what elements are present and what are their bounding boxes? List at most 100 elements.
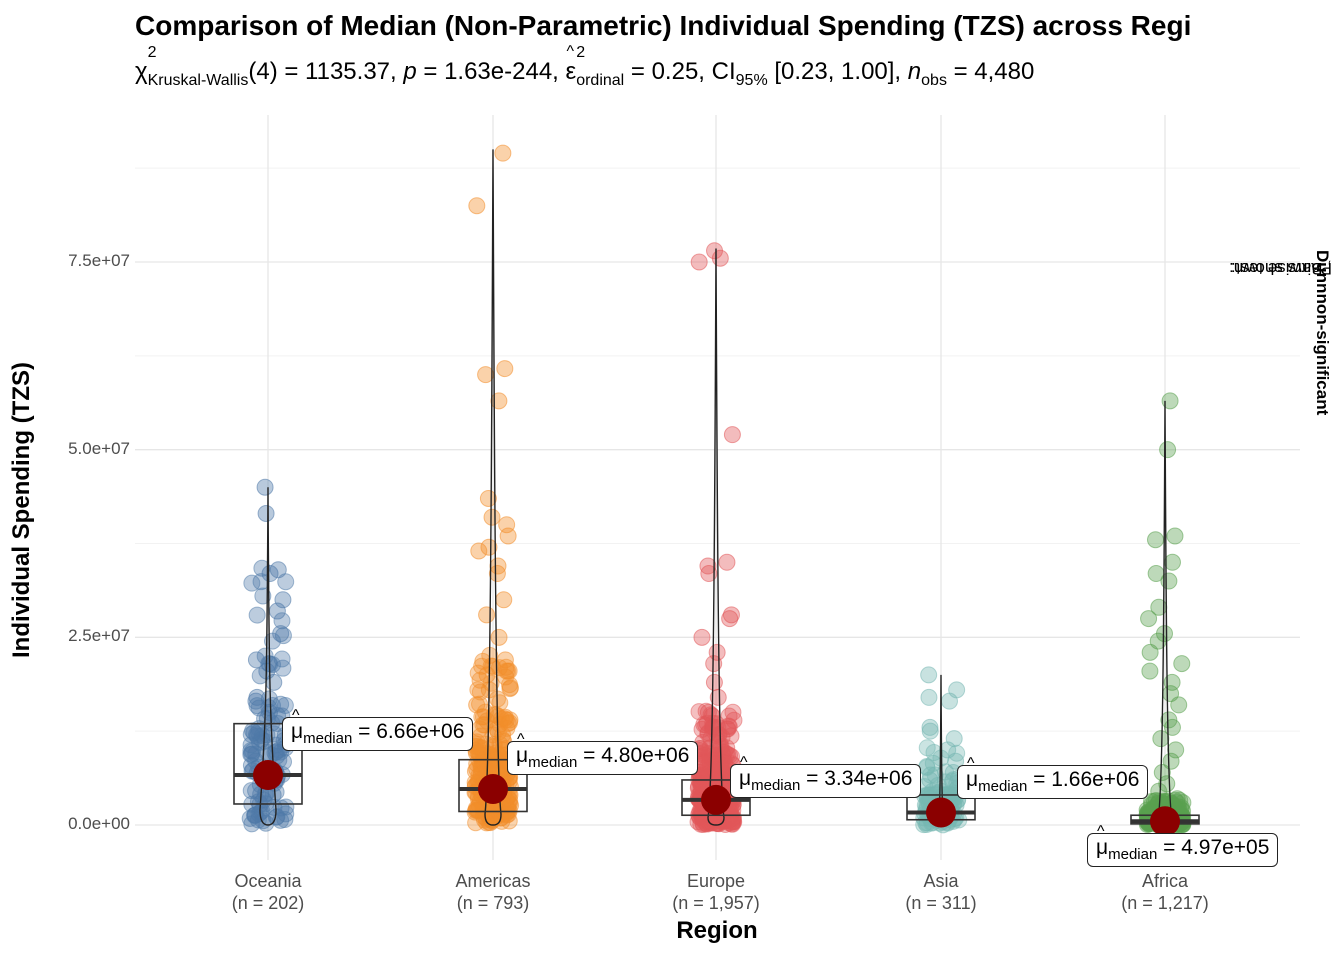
data-point bbox=[256, 478, 274, 496]
data-point bbox=[261, 703, 279, 721]
n-sub: obs bbox=[921, 72, 947, 89]
data-point bbox=[268, 808, 286, 826]
data-point bbox=[274, 591, 292, 609]
caption-mid: , Bars shown: bbox=[1229, 259, 1332, 278]
data-point bbox=[497, 658, 515, 676]
data-point bbox=[693, 628, 711, 646]
y-axis-label: Individual Spending (TZS) bbox=[8, 362, 48, 658]
violin-oceania bbox=[259, 487, 277, 826]
data-point bbox=[243, 574, 261, 592]
data-point bbox=[1162, 752, 1180, 770]
data-point bbox=[490, 392, 508, 410]
data-point bbox=[268, 602, 286, 620]
data-point bbox=[921, 722, 939, 740]
epsilon-symbol: ε ^ bbox=[565, 43, 577, 85]
x-tick-count: (n = 202) bbox=[231, 893, 305, 913]
data-point bbox=[697, 716, 715, 734]
data-point bbox=[1159, 441, 1177, 459]
data-point bbox=[921, 718, 939, 736]
violin-europe bbox=[707, 248, 725, 826]
data-point bbox=[483, 508, 501, 526]
x-tick-label: Africa (n = 1,217) bbox=[1085, 870, 1245, 914]
data-point bbox=[940, 692, 958, 710]
median-sub: median bbox=[978, 777, 1028, 795]
caption-bars: non-significant bbox=[1313, 293, 1332, 416]
chi-symbol: χ bbox=[135, 58, 148, 85]
median-sub: median bbox=[303, 730, 353, 747]
data-point bbox=[1146, 531, 1164, 549]
data-point bbox=[257, 504, 275, 522]
median-label: μmedian = 4.97e+05 bbox=[1087, 823, 1279, 868]
median-sub: median bbox=[528, 753, 578, 771]
median-sub: median bbox=[1108, 846, 1158, 864]
x-tick-label: Europe (n = 1,957) bbox=[636, 870, 796, 914]
data-point bbox=[484, 726, 502, 744]
data-point bbox=[253, 559, 271, 577]
ci-sub: 95% bbox=[735, 72, 768, 89]
data-point bbox=[921, 771, 939, 789]
data-point bbox=[1161, 392, 1179, 410]
median-label: μmedian = 4.80e+06 bbox=[507, 731, 699, 775]
mu-hat-symbol: μ bbox=[291, 707, 303, 744]
mu-hat-symbol: μ bbox=[1096, 823, 1108, 860]
x-tick-category: Asia bbox=[923, 871, 959, 891]
x-tick-label: Americas (n = 793) bbox=[413, 870, 573, 914]
data-point bbox=[470, 542, 488, 560]
median-marker bbox=[253, 760, 283, 791]
data-point bbox=[490, 628, 508, 646]
p-value: = 1.63e-244, bbox=[416, 58, 566, 85]
data-point bbox=[244, 722, 262, 740]
data-point bbox=[1163, 553, 1181, 571]
box-oceania bbox=[233, 722, 303, 805]
eps-sup: 2 bbox=[576, 44, 586, 61]
median-marker bbox=[478, 773, 508, 804]
chi-sup: 2 bbox=[147, 44, 157, 61]
n-value: = 4,480 bbox=[946, 58, 1035, 85]
data-point bbox=[722, 727, 740, 745]
data-point bbox=[497, 711, 515, 729]
median-value: = 4.97e+05 bbox=[1157, 836, 1270, 860]
data-point bbox=[926, 766, 944, 784]
data-point bbox=[690, 253, 708, 271]
data-point bbox=[721, 610, 739, 628]
median-label: μmedian = 1.66e+06 bbox=[957, 755, 1149, 799]
median-markers bbox=[253, 760, 1180, 837]
data-point bbox=[699, 703, 717, 721]
violin-americas bbox=[484, 149, 502, 826]
data-point bbox=[467, 814, 485, 832]
data-point bbox=[709, 688, 727, 706]
data-point bbox=[1140, 610, 1158, 628]
data-point bbox=[494, 726, 512, 744]
data-point bbox=[478, 666, 496, 684]
data-point bbox=[1141, 643, 1159, 661]
ci-value: [0.23, 1.00], bbox=[767, 58, 908, 85]
y-tick-label: 7.5e+07 bbox=[68, 251, 130, 270]
mu-hat-symbol: μ bbox=[739, 754, 751, 791]
data-point bbox=[501, 680, 519, 698]
eps-value: = 0.25, CI bbox=[624, 58, 736, 85]
median-label: μmedian = 6.66e+06 bbox=[282, 707, 474, 751]
data-point bbox=[247, 651, 265, 669]
eps-sub: ordinal bbox=[576, 72, 625, 89]
x-tick-category: Europe bbox=[686, 871, 746, 891]
data-point bbox=[1160, 572, 1178, 590]
data-point bbox=[1170, 696, 1188, 714]
data-point bbox=[480, 538, 498, 556]
median-value: = 4.80e+06 bbox=[577, 743, 690, 767]
y-tick-label: 0.0e+00 bbox=[68, 814, 130, 833]
data-point bbox=[1166, 527, 1184, 545]
data-point bbox=[488, 565, 506, 583]
x-tick-count: (n = 1,957) bbox=[672, 893, 760, 913]
data-point bbox=[1153, 763, 1171, 781]
median-value: = 6.66e+06 bbox=[352, 720, 465, 743]
median-value: = 3.34e+06 bbox=[800, 766, 913, 790]
median-marker bbox=[1150, 806, 1180, 837]
data-point bbox=[920, 666, 938, 684]
data-point bbox=[918, 739, 936, 757]
data-point bbox=[718, 553, 736, 571]
y-axis-label-text: Individual Spending (TZS) bbox=[8, 362, 35, 658]
data-point bbox=[477, 809, 495, 827]
chi-sub: Kruskal-Wallis bbox=[147, 72, 249, 89]
data-point bbox=[496, 360, 514, 378]
